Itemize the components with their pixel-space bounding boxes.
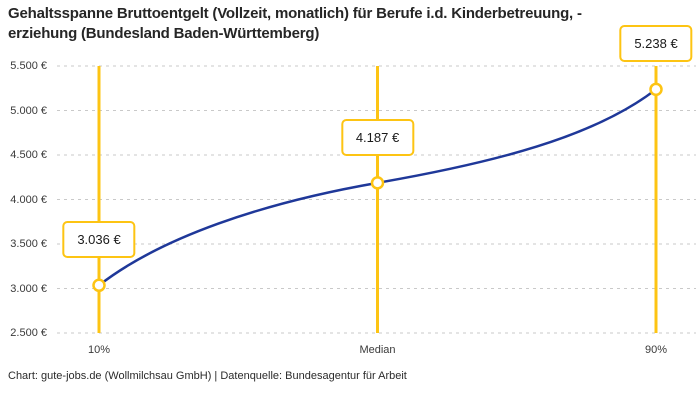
x-tick-label-90pct: 90% [644, 344, 668, 356]
data-point-marker [92, 278, 106, 293]
value-label-90pct: 5.238 € [619, 25, 693, 63]
x-tick-label-median: Median [359, 344, 396, 356]
y-tick-label: 3.500 € [10, 238, 47, 250]
x-tick-label-10pct: 10% [87, 344, 111, 356]
data-point-marker [649, 82, 663, 97]
chart-title: Gehaltsspanne Bruttoentgelt (Vollzeit, m… [8, 4, 688, 44]
value-label-10pct: 3.036 € [62, 221, 136, 259]
y-tick-label: 4.500 € [10, 149, 47, 161]
chart-source-caption: Chart: gute-jobs.de (Wollmilchsau GmbH) … [8, 370, 407, 382]
chart-title-line-2: erziehung (Bundesland Baden-Württemberg) [8, 25, 320, 42]
y-tick-label: 5.500 € [10, 60, 47, 72]
y-tick-label: 2.500 € [10, 327, 47, 339]
y-tick-label: 4.000 € [10, 193, 47, 206]
chart-title-line-1: Gehaltsspanne Bruttoentgelt (Vollzeit, m… [8, 5, 582, 22]
data-point-marker [370, 176, 385, 190]
value-label-median: 4.187 € [340, 118, 415, 156]
y-tick-label: 5.000 € [10, 104, 47, 117]
y-tick-label: 3.000 € [10, 282, 47, 295]
